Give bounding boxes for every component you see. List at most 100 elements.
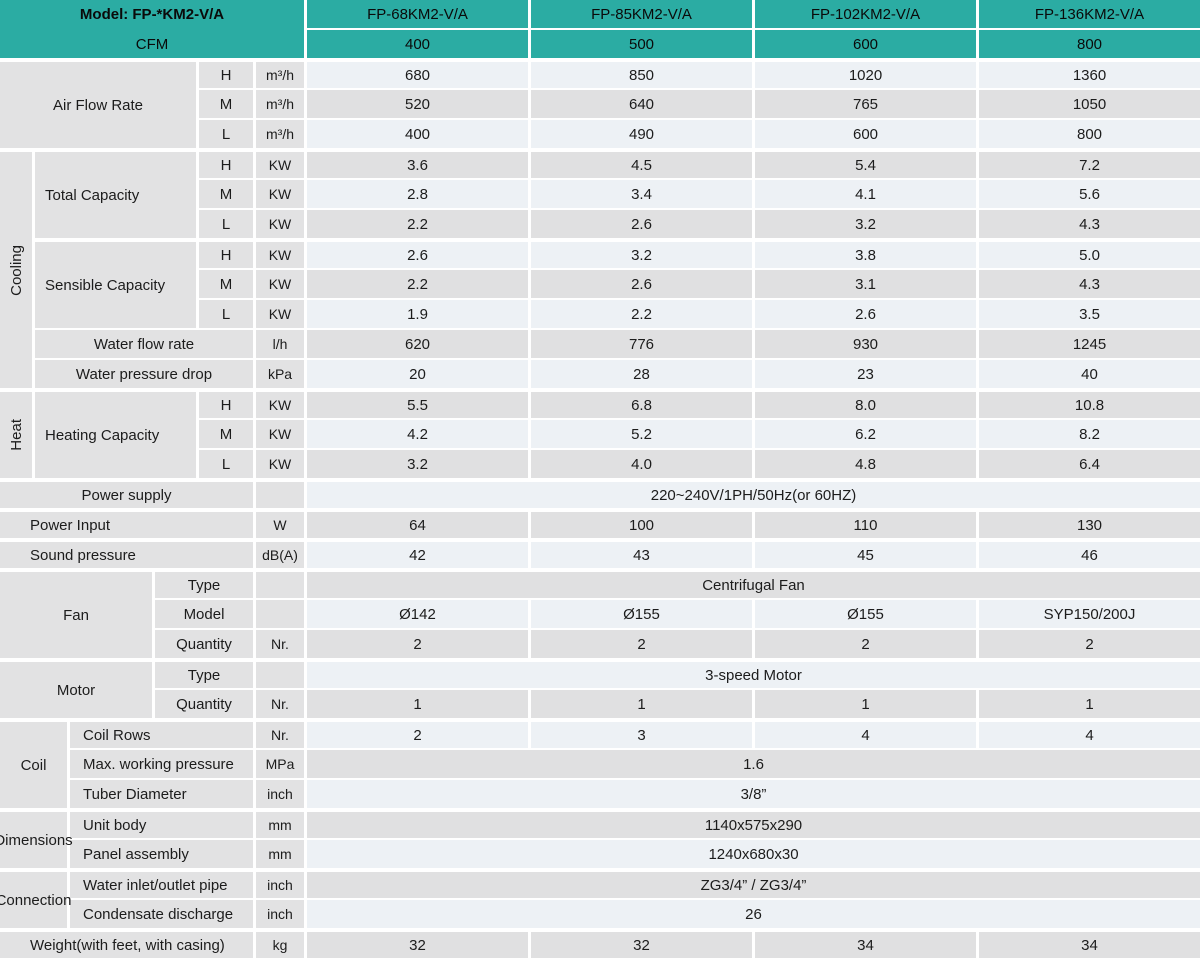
unit-label: KW	[256, 210, 304, 238]
column-header: FP-102KM2-V/A	[755, 0, 976, 28]
unit-label: MPa	[256, 750, 304, 778]
unit-label: mm	[256, 840, 304, 868]
section-label: Connection	[0, 870, 71, 928]
value-cell: 2.6	[531, 270, 752, 298]
value-cell: 45	[755, 540, 976, 568]
cfm-value: 500	[531, 30, 752, 58]
value-cell: 600	[755, 120, 976, 148]
value-cell: 800	[979, 120, 1200, 148]
merged-value-cell: 220~240V/1PH/50Hz(or 60HZ)	[307, 480, 1200, 508]
row-label: Heating Capacity	[35, 390, 196, 478]
value-cell: 3.4	[531, 180, 752, 208]
unit-label: KW	[256, 390, 304, 418]
value-cell: 8.0	[755, 390, 976, 418]
level-label: M	[199, 90, 253, 118]
group-label-heat-text: Heat	[7, 419, 25, 451]
value-cell: 64	[307, 510, 528, 538]
row-label: Power Input	[0, 510, 253, 538]
unit-label: m³/h	[256, 90, 304, 118]
row-label: Condensate discharge	[70, 900, 253, 928]
model-cfm-header: Model: FP-*KM2-V/A CFM	[0, 0, 304, 58]
model-label: Model: FP-*KM2-V/A	[79, 5, 225, 23]
column-header: FP-136KM2-V/A	[979, 0, 1200, 28]
value-cell: 5.2	[531, 420, 752, 448]
row-label: Type	[155, 570, 253, 598]
row-label: Type	[155, 660, 253, 688]
section-label: Fan	[0, 570, 152, 658]
value-cell: 23	[755, 360, 976, 388]
merged-value-cell: 3/8”	[307, 780, 1200, 808]
level-label: H	[199, 150, 253, 178]
level-label: H	[199, 390, 253, 418]
unit-label	[256, 570, 304, 598]
unit-label: KW	[256, 240, 304, 268]
unit-label: dB(A)	[256, 540, 304, 568]
cfm-value: 400	[307, 30, 528, 58]
level-label: L	[199, 450, 253, 478]
unit-label: m³/h	[256, 60, 304, 88]
value-cell: 3.6	[307, 150, 528, 178]
group-label-cooling: Cooling	[0, 150, 32, 388]
row-label: Water pressure drop	[35, 360, 253, 388]
value-cell: 776	[531, 330, 752, 358]
column-header: FP-68KM2-V/A	[307, 0, 528, 28]
group-label-cooling-text: Cooling	[7, 244, 25, 296]
value-cell: 930	[755, 330, 976, 358]
value-cell: 1020	[755, 60, 976, 88]
row-label: Unit body	[70, 810, 253, 838]
row-label: Tuber Diameter	[70, 780, 253, 808]
row-label: Quantity	[155, 690, 253, 718]
value-cell: 2.2	[307, 210, 528, 238]
value-cell: 32	[531, 930, 752, 958]
value-cell: 5.0	[979, 240, 1200, 268]
value-cell: 4.3	[979, 210, 1200, 238]
level-label: M	[199, 180, 253, 208]
value-cell: 1.9	[307, 300, 528, 328]
value-cell: 3.8	[755, 240, 976, 268]
value-cell: 4	[755, 720, 976, 748]
value-cell: 1050	[979, 90, 1200, 118]
value-cell: 3.2	[755, 210, 976, 238]
value-cell: 40	[979, 360, 1200, 388]
unit-label: inch	[256, 870, 304, 898]
level-label: L	[199, 300, 253, 328]
merged-value-cell: Centrifugal Fan	[307, 570, 1200, 598]
value-cell: 4	[979, 720, 1200, 748]
value-cell: 4.5	[531, 150, 752, 178]
value-cell: 2.8	[307, 180, 528, 208]
value-cell: 850	[531, 60, 752, 88]
value-cell: 10.8	[979, 390, 1200, 418]
unit-label: inch	[256, 900, 304, 928]
value-cell: Ø142	[307, 600, 528, 628]
value-cell: Ø155	[755, 600, 976, 628]
row-label: Sensible Capacity	[35, 240, 196, 328]
value-cell: 490	[531, 120, 752, 148]
value-cell: 3	[531, 720, 752, 748]
value-cell: 640	[531, 90, 752, 118]
unit-label: Nr.	[256, 690, 304, 718]
value-cell: 3.2	[307, 450, 528, 478]
value-cell: 680	[307, 60, 528, 88]
unit-label	[256, 480, 304, 508]
column-header: FP-85KM2-V/A	[531, 0, 752, 28]
level-label: H	[199, 60, 253, 88]
value-cell: 8.2	[979, 420, 1200, 448]
row-label: Sound pressure	[0, 540, 253, 568]
value-cell: 1245	[979, 330, 1200, 358]
value-cell: 5.5	[307, 390, 528, 418]
value-cell: 110	[755, 510, 976, 538]
value-cell: 765	[755, 90, 976, 118]
value-cell: 130	[979, 510, 1200, 538]
merged-value-cell: 3-speed Motor	[307, 660, 1200, 688]
value-cell: 7.2	[979, 150, 1200, 178]
merged-value-cell: ZG3/4” / ZG3/4”	[307, 870, 1200, 898]
unit-label: inch	[256, 780, 304, 808]
unit-label: kg	[256, 930, 304, 958]
value-cell: 1	[979, 690, 1200, 718]
value-cell: 2.2	[307, 270, 528, 298]
level-label: L	[199, 120, 253, 148]
unit-label: Nr.	[256, 720, 304, 748]
unit-label	[256, 600, 304, 628]
